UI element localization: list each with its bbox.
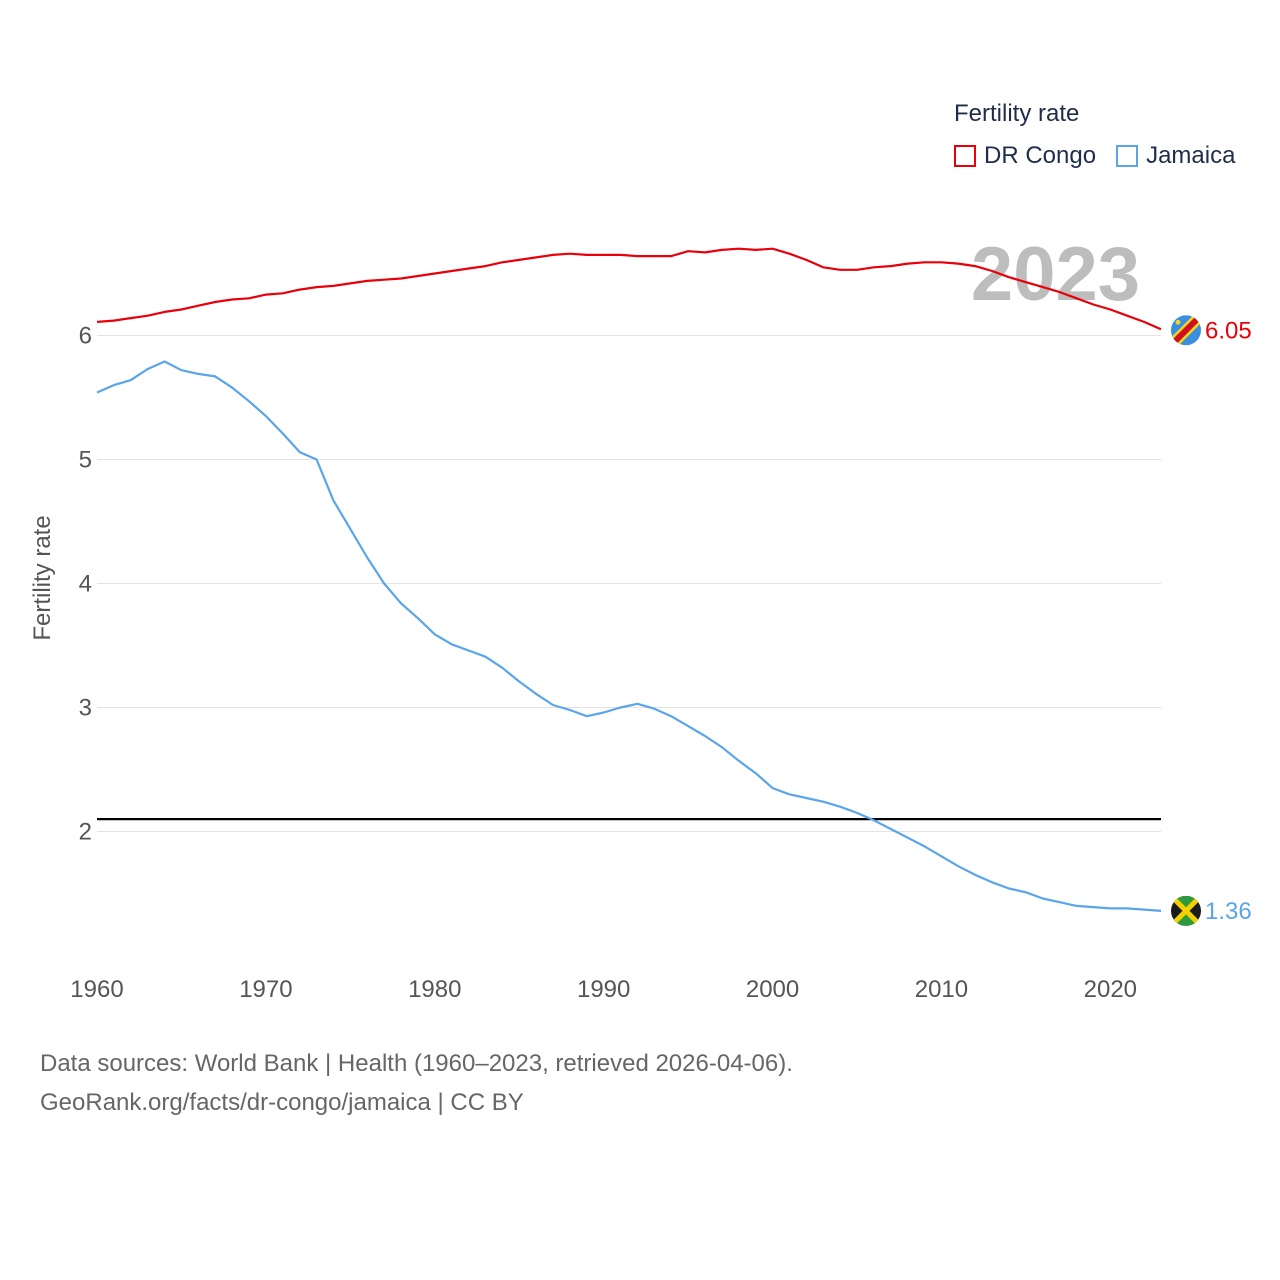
series-line-dr-congo <box>96 247 1162 331</box>
legend-item-jamaica[interactable]: Jamaica <box>1116 142 1235 170</box>
x-tick-1970: 1970 <box>239 976 292 1003</box>
x-tick-1980: 1980 <box>408 976 461 1003</box>
legend-label-dr-congo: DR Congo <box>984 142 1097 169</box>
series-line-jamaica <box>96 360 1162 912</box>
legend-swatch-dr-congo <box>954 145 976 167</box>
y-tick-6: 6 <box>79 323 92 350</box>
flag-jamaica-icon <box>1171 895 1201 926</box>
end-value-label-dr-congo: 6.05 <box>1205 317 1252 344</box>
x-tick-1960: 1960 <box>70 976 123 1003</box>
y-tick-2: 2 <box>79 819 92 846</box>
x-tick-1990: 1990 <box>577 976 630 1003</box>
series-end-markers: 6.05 1.36 <box>1171 315 1252 926</box>
y-tick-3: 3 <box>79 695 92 722</box>
x-tick-2010: 2010 <box>915 976 968 1003</box>
gridlines <box>97 335 1161 832</box>
source-note: Data sources: World Bank | Health (1960–… <box>40 1044 793 1122</box>
y-tick-5: 5 <box>79 447 92 474</box>
legend-swatch-jamaica <box>1116 145 1139 167</box>
x-tick-2020: 2020 <box>1084 976 1137 1003</box>
y-tick-4: 4 <box>79 571 92 598</box>
source-line-1: Data sources: World Bank | Health (1960–… <box>40 1050 793 1077</box>
x-axis-ticks: 1960 1970 1980 1990 2000 2010 2020 <box>70 976 1137 1003</box>
x-tick-2000: 2000 <box>746 976 799 1003</box>
legend: DR Congo Jamaica <box>954 142 1255 170</box>
legend-item-dr-congo[interactable]: DR Congo <box>954 142 1096 170</box>
flag-dr-congo-icon <box>1171 315 1201 346</box>
current-year-label: 2023 <box>971 232 1140 317</box>
legend-title: Fertility rate <box>954 100 1080 127</box>
legend-label-jamaica: Jamaica <box>1146 142 1236 169</box>
y-axis-ticks: 2 3 4 5 6 <box>79 323 92 846</box>
end-value-label-jamaica: 1.36 <box>1205 898 1252 925</box>
y-axis-label: Fertility rate <box>29 515 56 640</box>
series-lines <box>96 247 1162 912</box>
source-link[interactable]: GeoRank.org/facts/dr-congo/jamaica | CC … <box>40 1089 524 1116</box>
